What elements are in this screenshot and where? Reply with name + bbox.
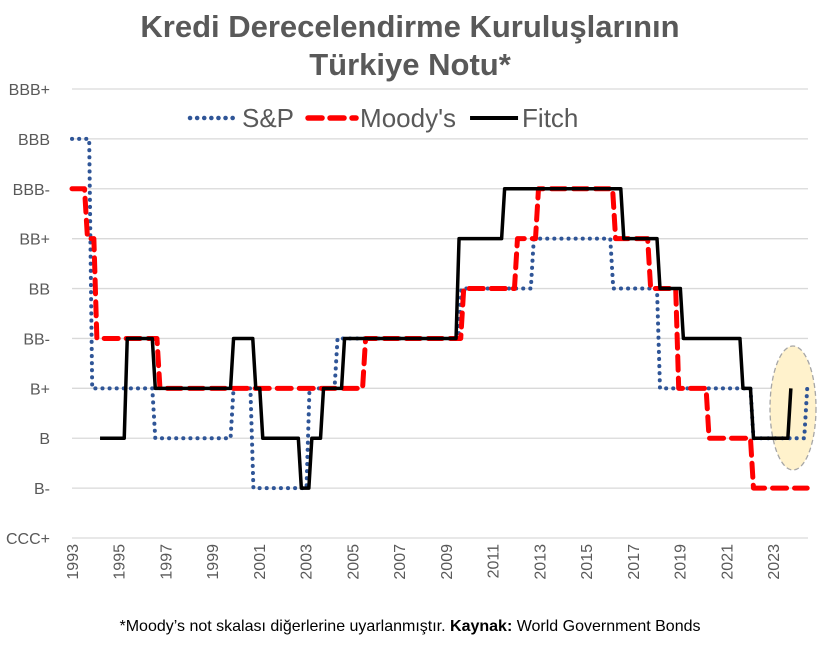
y-tick-label: BB (29, 282, 50, 299)
y-tick-label: CCC+ (6, 531, 50, 548)
x-tick-label: 2013 (532, 544, 549, 580)
x-tick-label: 1995 (112, 544, 129, 580)
x-tick-label: 2021 (719, 544, 736, 580)
series-line-fitch (100, 187, 793, 490)
source-text: World Government Bonds (512, 618, 701, 635)
series-line-moodys (69, 186, 810, 491)
legend-label: Fitch (522, 103, 578, 133)
series-line-sp (70, 136, 810, 491)
x-tick-label: 2023 (766, 544, 783, 580)
y-tick-label: B (39, 431, 50, 448)
legend-label: Moody's (360, 103, 456, 133)
highlight-ellipse (769, 345, 817, 471)
title-line-1: Kredi Derecelendirme Kuruluşlarının (140, 9, 680, 44)
x-tick-label: 2011 (486, 544, 503, 579)
x-tick-label: 2019 (673, 544, 690, 580)
x-tick-label: 2003 (299, 544, 316, 580)
source-label: Kaynak: (450, 618, 513, 635)
title-line-2: Türkiye Notu* (309, 47, 511, 82)
x-tick-label: 1993 (65, 544, 82, 580)
x-tick-label: 2017 (626, 544, 643, 580)
x-tick-label: 1997 (158, 544, 175, 580)
y-tick-label: BBB- (13, 182, 50, 199)
y-tick-label: B- (34, 481, 50, 498)
chart-title: Kredi Derecelendirme Kuruluşlarının Türk… (0, 8, 820, 84)
x-tick-label: 2001 (252, 544, 269, 580)
y-tick-label: BBB+ (9, 82, 50, 99)
y-tick-label: BB+ (19, 232, 50, 249)
x-tick-label: 2007 (392, 544, 409, 580)
footnote-text: *Moody’s not skalası diğerlerine uyarlan… (119, 618, 451, 635)
footnote: *Moody’s not skalası diğerlerine uyarlan… (0, 618, 820, 636)
y-tick-label: BBB (18, 132, 50, 149)
x-tick-label: 2005 (345, 544, 362, 580)
y-tick-label: B+ (30, 381, 50, 398)
x-tick-label: 2015 (579, 544, 596, 580)
x-tick-label: 2009 (439, 544, 456, 580)
legend-label: S&P (242, 103, 294, 133)
y-tick-label: BB- (23, 331, 50, 348)
x-tick-label: 1999 (205, 544, 222, 580)
